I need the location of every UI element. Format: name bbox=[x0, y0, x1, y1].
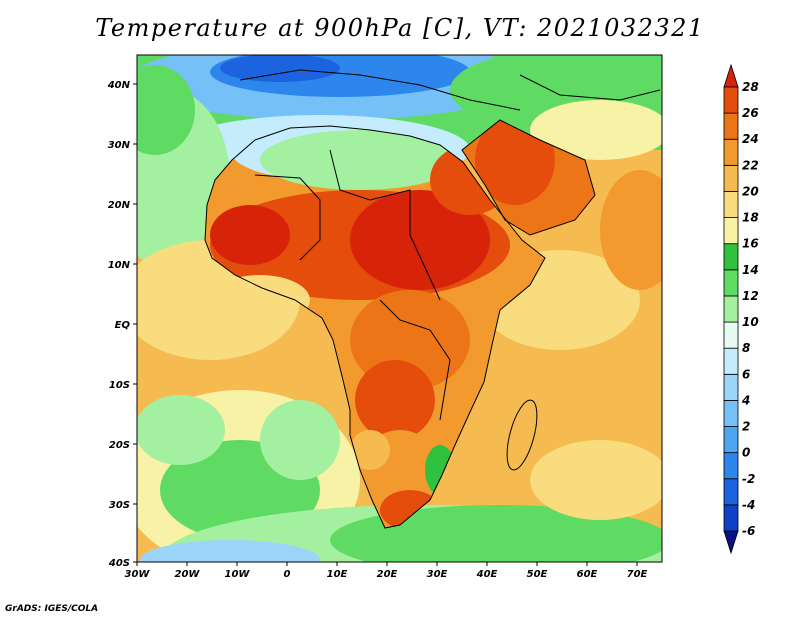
lat-tick-label: 40S bbox=[108, 558, 130, 569]
colorbar-label: 18 bbox=[742, 211, 759, 225]
colorbar-bin bbox=[723, 191, 739, 218]
colorbar-bin bbox=[723, 347, 739, 375]
colorbar-bin bbox=[723, 217, 739, 245]
lon-tick-label: 60E bbox=[577, 569, 598, 580]
colorbar-label: 4 bbox=[741, 393, 750, 407]
colorbar-bin bbox=[723, 504, 739, 532]
colorbar-label: 14 bbox=[742, 263, 759, 277]
colorbar-label: 22 bbox=[742, 158, 759, 172]
colorbar-bin bbox=[723, 426, 739, 454]
lat-tick-label: 40N bbox=[107, 80, 131, 91]
colorbar-bin bbox=[723, 321, 739, 349]
colorbar-bin bbox=[723, 86, 739, 114]
colorbar-label: 2 bbox=[742, 420, 750, 434]
colorbar-bin bbox=[723, 112, 739, 140]
lat-tick-label: 20S bbox=[109, 440, 130, 451]
colorbar-bin bbox=[723, 138, 739, 166]
lon-tick-label: 20W bbox=[175, 569, 201, 580]
lon-tick-label: 30W bbox=[125, 569, 151, 580]
grads-credit: GrADS: IGES/COLA bbox=[5, 604, 99, 614]
colorbar-label: -4 bbox=[742, 498, 755, 512]
colorbar-bin bbox=[723, 295, 739, 323]
colorbar-label: 26 bbox=[742, 106, 759, 120]
lat-tick-label: EQ bbox=[115, 320, 131, 331]
colorbar-label: 28 bbox=[742, 80, 759, 94]
colorbar-bin bbox=[723, 243, 739, 271]
colorbar-bin bbox=[723, 269, 739, 297]
lon-tick-label: 50E bbox=[527, 569, 548, 580]
lon-tick-label: 10E bbox=[327, 569, 348, 580]
map-field bbox=[137, 55, 662, 562]
lon-tick-label: 10W bbox=[225, 569, 251, 580]
lat-tick-label: 10S bbox=[109, 380, 130, 391]
lon-tick-label: 70E bbox=[627, 569, 648, 580]
lat-tick-label: 30S bbox=[109, 500, 130, 511]
colorbar-label: -6 bbox=[742, 524, 755, 538]
colorbar-label: 20 bbox=[742, 184, 759, 198]
colorbar-min-triangle bbox=[723, 530, 739, 555]
colorbar-label: 8 bbox=[742, 341, 750, 355]
lon-tick-label: 30E bbox=[427, 569, 448, 580]
lat-tick-label: 20N bbox=[108, 200, 131, 211]
colorbar-label: 10 bbox=[742, 315, 759, 329]
lat-tick-label: 10N bbox=[108, 260, 131, 271]
colorbar-label: 12 bbox=[742, 289, 759, 303]
colorbar-bin bbox=[723, 373, 739, 401]
colorbar-label: 0 bbox=[742, 446, 750, 460]
colorbar-bin bbox=[723, 452, 739, 480]
colorbar-bin bbox=[723, 478, 739, 506]
lon-tick-label: 0 bbox=[284, 569, 291, 580]
colorbar-bin bbox=[723, 400, 739, 427]
colorbar-label: 6 bbox=[742, 367, 750, 381]
map-title: Temperature at 900hPa [C], VT: 202103232… bbox=[95, 14, 705, 42]
colorbar-label: -2 bbox=[742, 472, 755, 486]
lat-tick-label: 30N bbox=[108, 140, 131, 151]
colorbar-bin bbox=[723, 164, 739, 192]
colorbar-label: 24 bbox=[742, 132, 759, 146]
colorbar-max-triangle bbox=[723, 63, 739, 88]
lon-tick-label: 20E bbox=[377, 569, 398, 580]
colorbar-label: 16 bbox=[742, 237, 759, 251]
lon-tick-label: 40E bbox=[476, 569, 498, 580]
